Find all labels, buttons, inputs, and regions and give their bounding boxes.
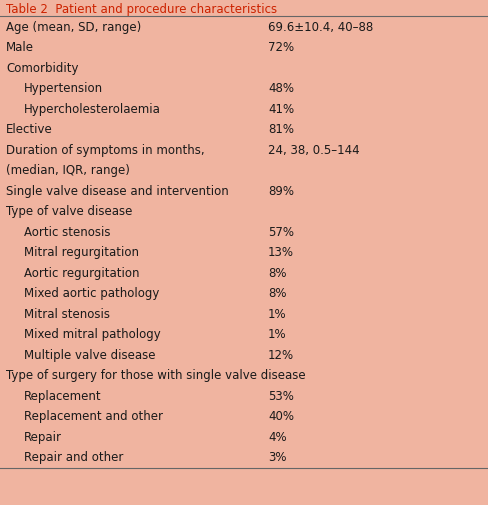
Text: Elective: Elective — [6, 123, 53, 136]
Text: Mixed mitral pathology: Mixed mitral pathology — [24, 328, 161, 341]
Text: Single valve disease and intervention: Single valve disease and intervention — [6, 185, 228, 198]
Text: Type of surgery for those with single valve disease: Type of surgery for those with single va… — [6, 369, 305, 382]
Text: Mitral stenosis: Mitral stenosis — [24, 308, 110, 321]
Text: Mixed aortic pathology: Mixed aortic pathology — [24, 287, 159, 300]
Text: (median, IQR, range): (median, IQR, range) — [6, 164, 130, 177]
Text: 89%: 89% — [267, 185, 293, 198]
Text: Duration of symptoms in months,: Duration of symptoms in months, — [6, 144, 204, 157]
Text: Age (mean, SD, range): Age (mean, SD, range) — [6, 21, 141, 34]
Text: 57%: 57% — [267, 226, 293, 239]
Text: 48%: 48% — [267, 82, 293, 95]
Text: 24, 38, 0.5–144: 24, 38, 0.5–144 — [267, 144, 359, 157]
Text: 1%: 1% — [267, 328, 286, 341]
Text: 72%: 72% — [267, 41, 293, 54]
Text: Table 2  Patient and procedure characteristics: Table 2 Patient and procedure characteri… — [6, 3, 277, 16]
Text: Multiple valve disease: Multiple valve disease — [24, 349, 155, 362]
Text: 69.6±10.4, 40–88: 69.6±10.4, 40–88 — [267, 21, 372, 34]
Text: Repair and other: Repair and other — [24, 451, 123, 464]
Text: Mitral regurgitation: Mitral regurgitation — [24, 246, 139, 259]
Text: 8%: 8% — [267, 287, 286, 300]
Text: 1%: 1% — [267, 308, 286, 321]
Text: Replacement and other: Replacement and other — [24, 410, 163, 423]
Text: 12%: 12% — [267, 349, 293, 362]
Text: Replacement: Replacement — [24, 390, 102, 403]
Text: Hypertension: Hypertension — [24, 82, 103, 95]
Text: Hypercholesterolaemia: Hypercholesterolaemia — [24, 103, 161, 116]
Text: Aortic stenosis: Aortic stenosis — [24, 226, 110, 239]
Text: Aortic regurgitation: Aortic regurgitation — [24, 267, 139, 280]
Text: 40%: 40% — [267, 410, 293, 423]
Text: Type of valve disease: Type of valve disease — [6, 205, 132, 218]
Text: 81%: 81% — [267, 123, 293, 136]
Text: Male: Male — [6, 41, 34, 54]
Text: 53%: 53% — [267, 390, 293, 403]
Text: 4%: 4% — [267, 431, 286, 444]
Text: 13%: 13% — [267, 246, 293, 259]
Text: 41%: 41% — [267, 103, 293, 116]
Text: Repair: Repair — [24, 431, 62, 444]
Text: Comorbidity: Comorbidity — [6, 62, 79, 75]
Text: 3%: 3% — [267, 451, 286, 464]
Text: 8%: 8% — [267, 267, 286, 280]
